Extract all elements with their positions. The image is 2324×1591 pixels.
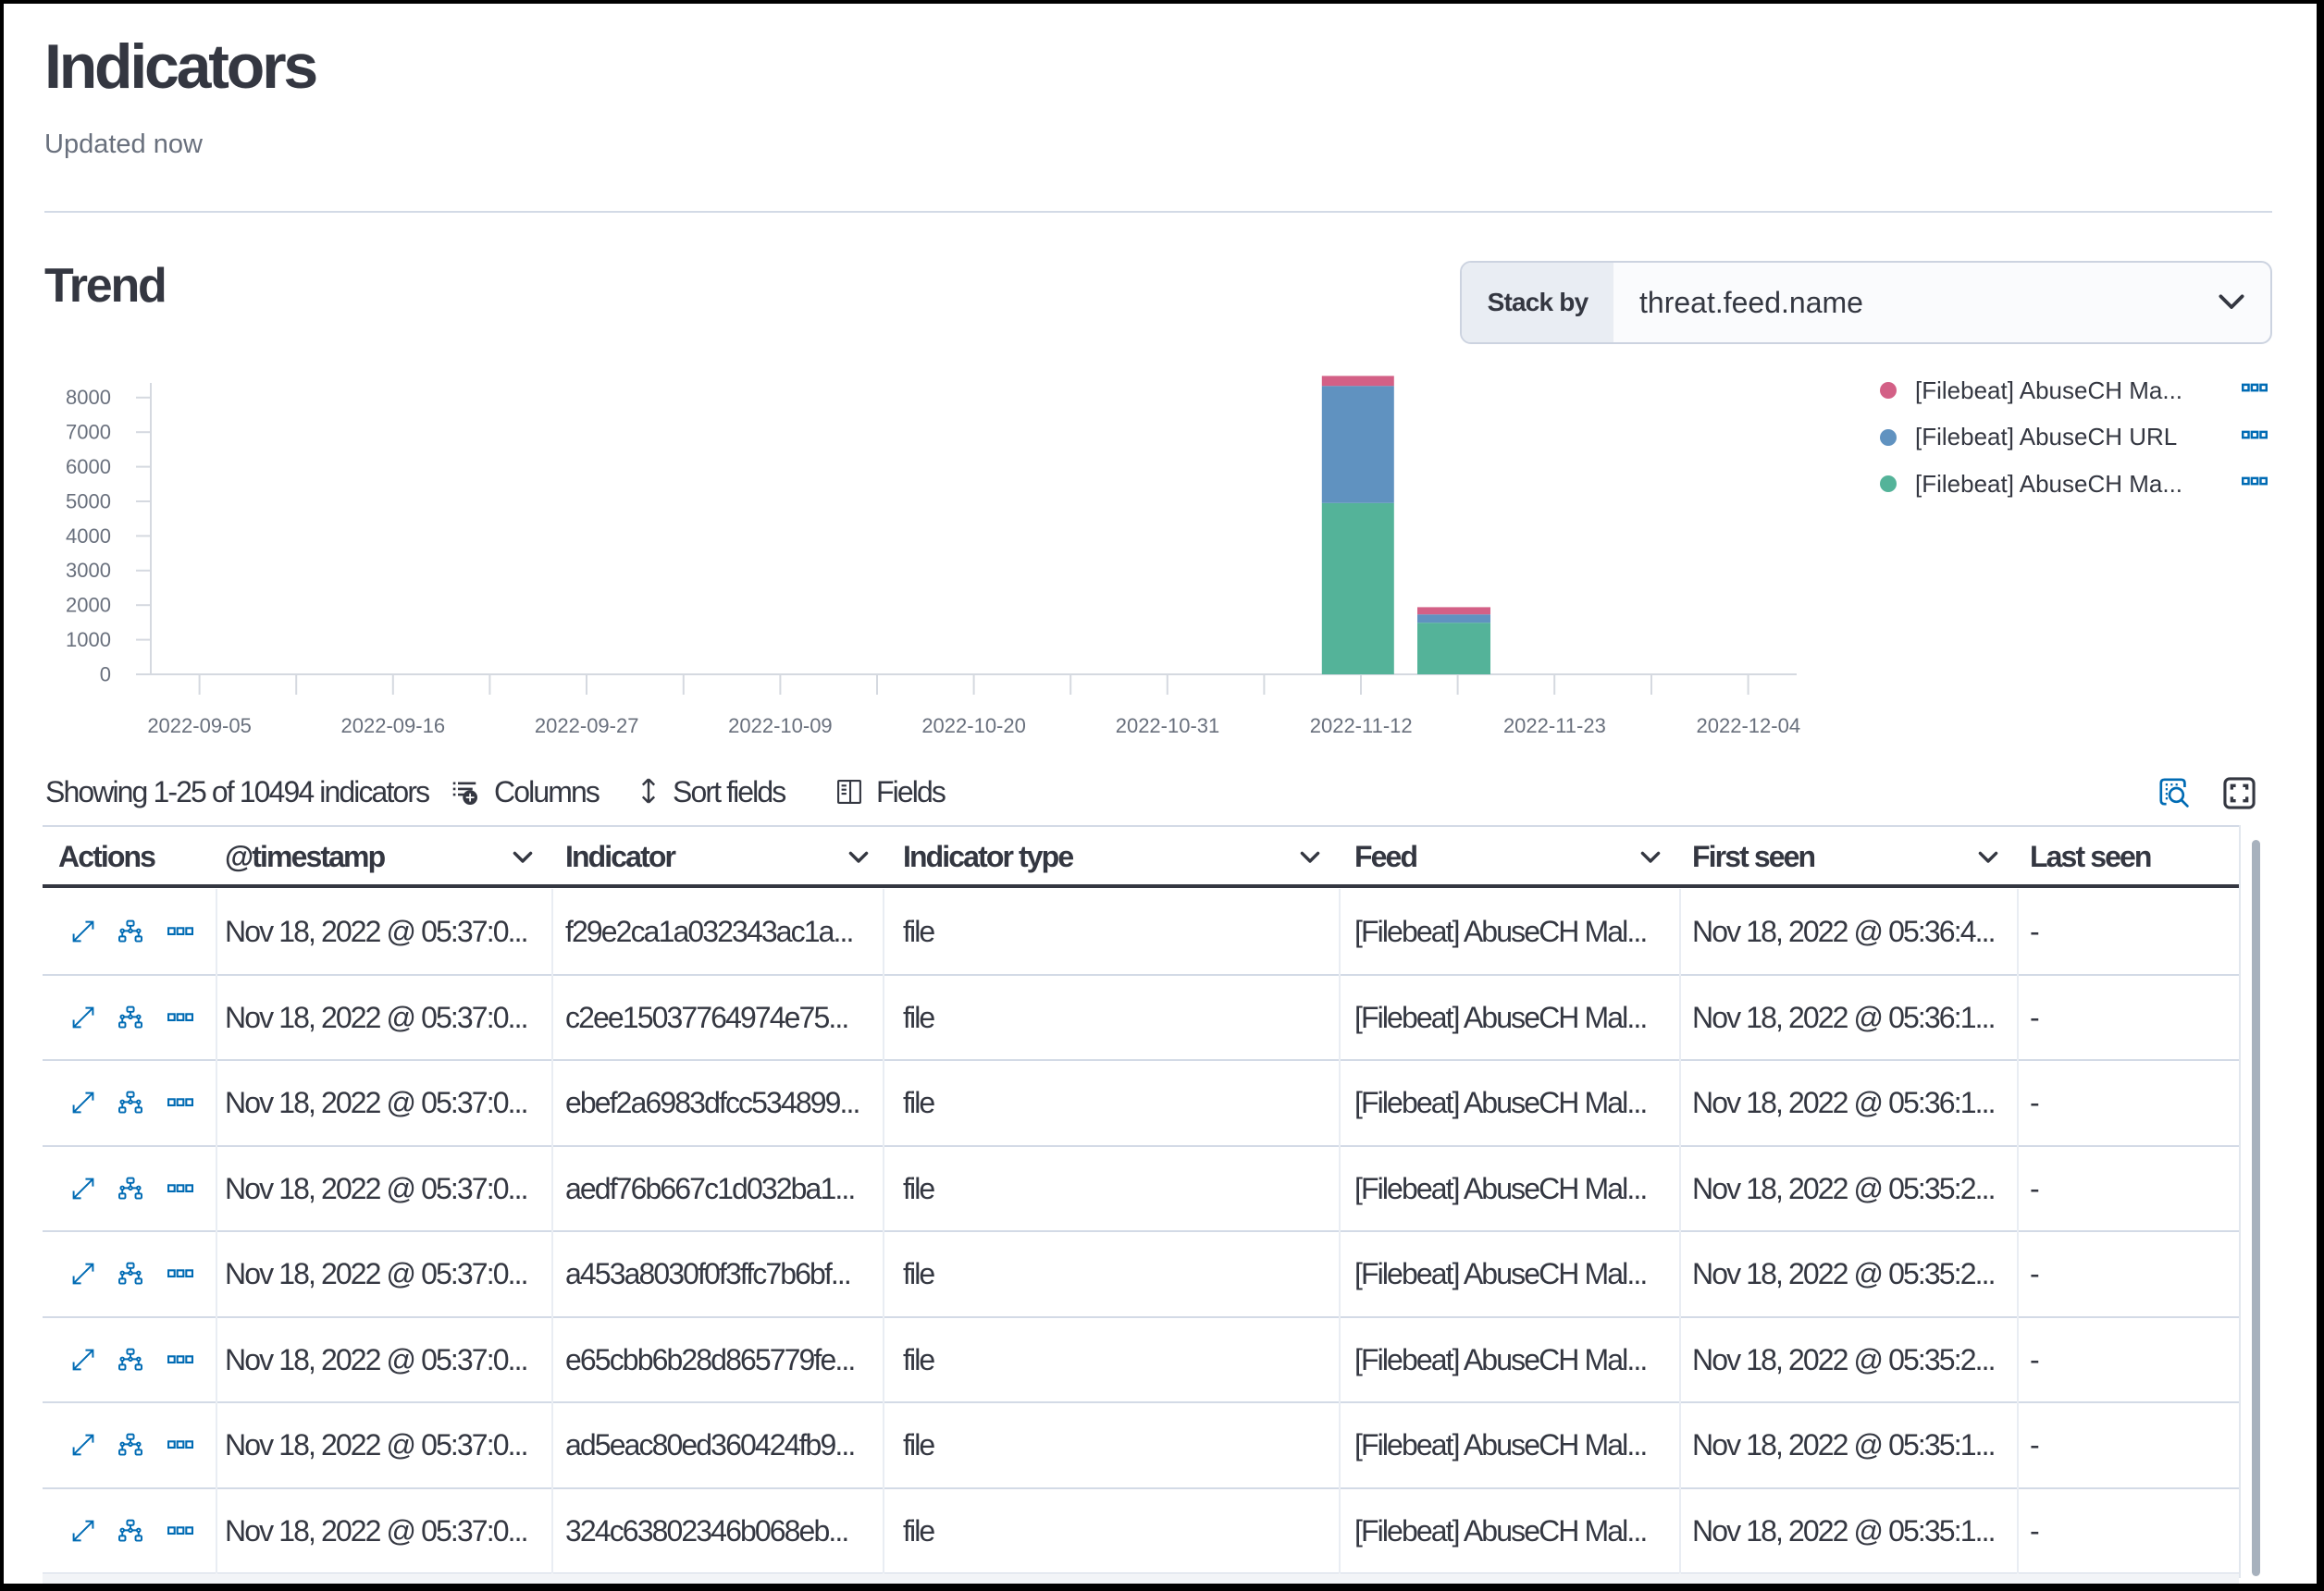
svg-text:2022-10-31: 2022-10-31 [1116, 714, 1220, 737]
svg-text:2022-09-27: 2022-09-27 [535, 714, 639, 737]
svg-text:2022-10-09: 2022-10-09 [728, 714, 833, 737]
svg-text:4000: 4000 [66, 524, 111, 548]
svg-text:2022-09-16: 2022-09-16 [341, 714, 446, 737]
svg-text:2000: 2000 [66, 594, 111, 617]
svg-text:1000: 1000 [66, 628, 111, 651]
svg-text:2022-09-05: 2022-09-05 [147, 714, 252, 737]
svg-text:0: 0 [100, 662, 111, 685]
svg-text:3000: 3000 [66, 559, 111, 582]
svg-text:2022-11-23: 2022-11-23 [1503, 714, 1606, 737]
svg-text:2022-11-12: 2022-11-12 [1310, 714, 1413, 737]
svg-text:6000: 6000 [66, 455, 111, 478]
svg-text:2022-12-04: 2022-12-04 [1697, 714, 1801, 737]
svg-text:8000: 8000 [66, 386, 111, 409]
svg-text:2022-10-20: 2022-10-20 [921, 714, 1026, 737]
svg-text:5000: 5000 [66, 489, 111, 512]
svg-text:7000: 7000 [66, 421, 111, 444]
